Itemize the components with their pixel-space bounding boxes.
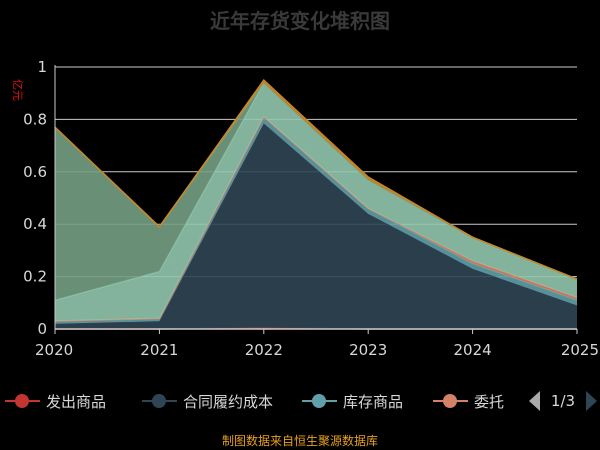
area-series-1 (55, 123, 577, 329)
x-tick-label-2: 2022 (245, 341, 283, 359)
legend-label-1: 合同履约成本 (183, 393, 273, 411)
area-series-5 (55, 82, 577, 301)
axes: 0 0.2 0.4 0.6 0.8 1 2020 2021 2022 2023 2024 2025 (23, 58, 599, 359)
x-tick-label-1: 2021 (140, 341, 178, 359)
legend-next-icon[interactable] (586, 391, 597, 411)
legend-item-3[interactable]: 委托 (433, 393, 504, 411)
legend-marker-3 (443, 394, 457, 408)
legend-label-0: 发出商品 (46, 393, 106, 411)
legend-label-3: 委托 (474, 393, 504, 411)
y-tick-label-0: 0 (37, 320, 47, 338)
x-tick-label-0: 2020 (35, 341, 73, 359)
x-tick-label-3: 2023 (349, 341, 387, 359)
legend-marker-2 (312, 394, 326, 408)
legend-page-indicator: 1/3 (551, 392, 575, 410)
legend-item-0[interactable]: 发出商品 (5, 393, 106, 411)
x-tick-label-4: 2024 (454, 341, 492, 359)
y-tick-label-5: 1 (37, 58, 47, 76)
legend-item-1[interactable]: 合同履约成本 (142, 393, 273, 411)
legend-label-2: 库存商品 (343, 393, 403, 411)
stacked-areas (54, 78, 578, 330)
line-series-3 (54, 115, 578, 322)
legend-item-2[interactable]: 库存商品 (302, 393, 403, 411)
y-tick-label-4: 0.8 (23, 110, 47, 128)
source-note: 制图数据来自恒生聚源数据库 (222, 433, 378, 448)
legend-pager[interactable]: 1/3 (529, 391, 597, 411)
y-tick-label-1: 0.2 (23, 268, 47, 286)
legend-marker-1 (152, 394, 166, 408)
y-tick-label-2: 0.4 (23, 215, 47, 233)
y-tick-label-3: 0.6 (23, 163, 47, 181)
x-tick-label-5: 2025 (561, 341, 599, 359)
area-series-4 (55, 82, 577, 322)
chart-title: 近年存货变化堆积图 (210, 9, 390, 33)
legend-prev-icon[interactable] (529, 391, 540, 411)
legend: 发出商品 合同履约成本 库存商品 委托 (5, 393, 504, 411)
legend-marker-0 (15, 394, 29, 408)
line-series-6 (54, 78, 578, 280)
y-axis-unit: 亿元 (11, 79, 24, 101)
